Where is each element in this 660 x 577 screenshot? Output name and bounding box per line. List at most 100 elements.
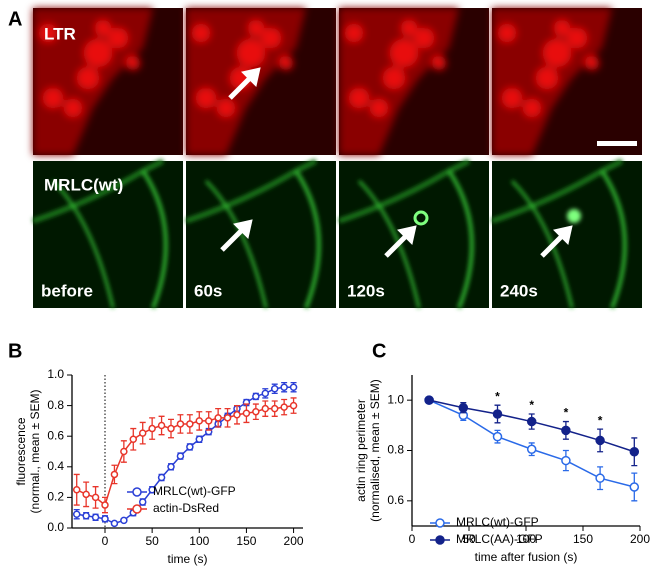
panel-label: C	[372, 340, 386, 362]
y-tick-label: 0.6	[387, 493, 404, 507]
legend-label: MRLC(AA)-GFP	[456, 532, 543, 546]
marker	[195, 417, 204, 425]
x-tick-label: 50	[145, 534, 159, 548]
marker	[157, 421, 166, 430]
marker	[176, 420, 185, 428]
marker	[561, 455, 571, 466]
time-label: 240s	[500, 281, 538, 300]
y-tick-label: 0.4	[47, 459, 64, 473]
marker	[101, 515, 109, 523]
marker	[91, 493, 100, 502]
marker	[492, 431, 503, 442]
marker	[110, 519, 119, 528]
time-label: 60s	[194, 281, 222, 300]
marker	[280, 403, 288, 411]
marker	[629, 482, 640, 492]
x-tick-label: 200	[284, 534, 304, 548]
marker	[82, 490, 90, 499]
marker	[492, 409, 503, 419]
marker	[129, 435, 138, 444]
marker	[186, 420, 194, 428]
marker	[82, 512, 90, 520]
marker	[91, 513, 100, 522]
row-label: MRLC(wt)	[44, 175, 123, 194]
y-tick-label: 0.0	[47, 520, 64, 534]
marker	[195, 435, 204, 444]
marker	[176, 452, 185, 460]
marker	[120, 447, 128, 456]
x-tick-label: 100	[516, 532, 536, 546]
marker	[223, 414, 232, 422]
significance-label: *	[598, 413, 603, 427]
row-label: LTR	[44, 24, 76, 43]
time-label: before	[41, 281, 93, 300]
marker	[289, 401, 298, 410]
legend-label: actin-DsRed	[153, 501, 219, 515]
legend-marker	[132, 487, 142, 497]
x-tick-label: 150	[573, 532, 593, 546]
time-label: 120s	[347, 281, 385, 300]
marker	[629, 447, 640, 457]
marker	[526, 444, 537, 454]
marker	[138, 429, 147, 437]
marker	[72, 510, 81, 518]
marker	[148, 486, 156, 494]
marker	[252, 407, 260, 416]
significance-label: *	[564, 406, 569, 420]
marker	[526, 416, 537, 427]
legend-marker	[435, 535, 445, 545]
significance-label: *	[529, 398, 534, 412]
marker	[167, 463, 175, 471]
marker	[424, 395, 434, 405]
x-tick-label: 150	[236, 534, 256, 548]
marker	[270, 385, 279, 393]
marker	[458, 402, 469, 413]
marker	[72, 486, 81, 494]
x-tick-label: 100	[189, 534, 209, 548]
y-tick-label: 1.0	[47, 367, 64, 381]
marker	[186, 443, 194, 451]
marker	[289, 383, 298, 391]
marker	[148, 424, 156, 433]
marker	[252, 392, 260, 401]
marker	[110, 470, 119, 479]
marker	[595, 435, 605, 446]
x-tick-label: 50	[462, 532, 476, 546]
marker	[214, 414, 222, 422]
y-tick-label: 0.8	[47, 398, 64, 412]
panel-label: A	[8, 8, 22, 30]
marker	[157, 473, 166, 482]
marker	[270, 404, 279, 413]
legend-label: MRLC(wt)-GFP	[456, 515, 539, 529]
marker	[280, 383, 288, 391]
marker	[167, 424, 175, 433]
y-tick-label: 0.8	[387, 443, 404, 457]
marker	[242, 409, 251, 417]
marker	[120, 516, 128, 525]
y-axis-label: fluorescence	[14, 417, 28, 485]
panel-label: B	[8, 340, 22, 362]
y-axis-label: (normal., mean ± SEM)	[28, 390, 42, 514]
marker	[561, 425, 571, 436]
legend-marker	[435, 518, 445, 528]
marker	[204, 417, 213, 425]
x-tick-label: 0	[102, 534, 109, 548]
marker	[101, 501, 109, 509]
x-axis-label: time after fusion (s)	[475, 550, 578, 564]
legend-label: MRLC(wt)-GFP	[153, 484, 236, 498]
marker	[595, 473, 605, 483]
y-tick-label: 0.2	[47, 490, 64, 504]
significance-label: *	[495, 389, 500, 403]
marker	[261, 389, 270, 398]
marker	[138, 498, 147, 506]
y-tick-label: 0.6	[47, 428, 64, 442]
marker	[261, 404, 270, 413]
y-axis-label: actin ring perimeter	[354, 399, 368, 502]
y-axis-label: (normalised, mean ± SEM)	[368, 379, 382, 522]
x-tick-label: 200	[630, 532, 650, 546]
y-tick-label: 1.0	[387, 392, 404, 406]
legend-marker	[132, 504, 142, 514]
image-grid	[33, 8, 642, 308]
x-tick-label: 0	[409, 532, 416, 546]
